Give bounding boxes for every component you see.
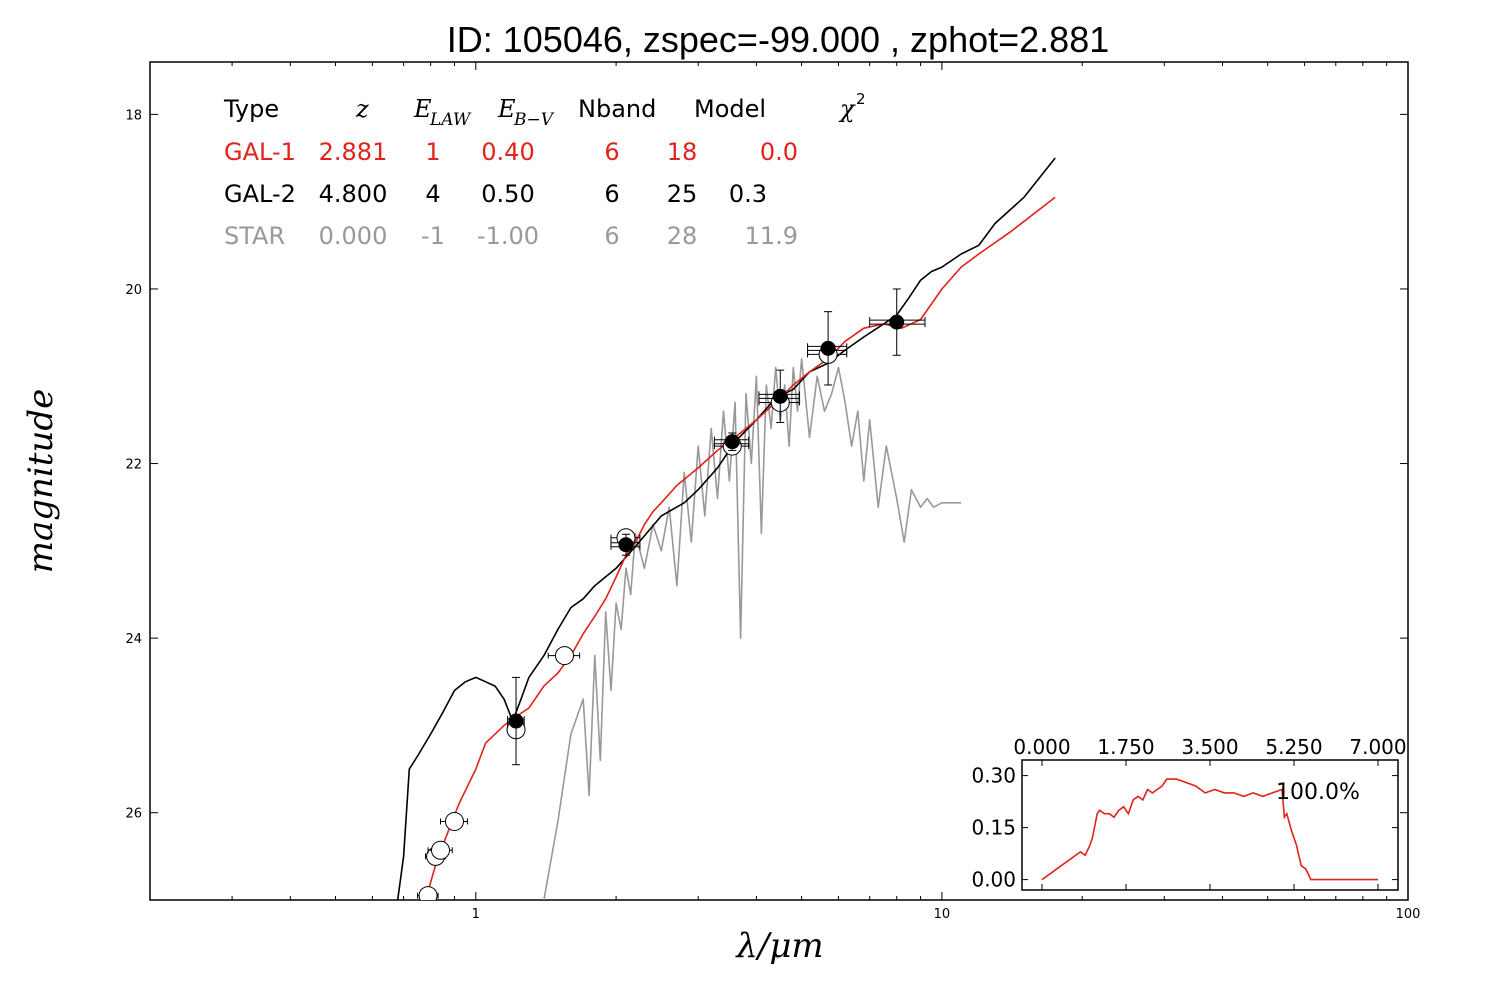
y-axis-label: magnitude — [21, 389, 61, 574]
pdf-line — [1041, 778, 1378, 881]
fit-summary-table: Type z E LAW E B−V Nband Model χ 2 GAL-1… — [223, 90, 866, 250]
observed-photometry-point — [807, 311, 848, 386]
fit-cell-type: GAL-1 — [224, 138, 296, 166]
fit-cell-chi2: 0.0 — [760, 138, 798, 166]
inset-y-tick-label: 0.15 — [971, 816, 1016, 840]
y-tick-label: 26 — [125, 807, 142, 822]
pdf-percentage: 100.0% — [1276, 780, 1360, 805]
fit-cell-z: 4.800 — [319, 180, 388, 208]
observed-photometry-point — [758, 369, 801, 424]
inset-axis-ticks: 0.000 1.750 3.500 5.250 7.000 0.00 0.15 0.30 — [971, 735, 1406, 892]
fit-cell-ebv: 0.50 — [481, 180, 534, 208]
model-photometry-point — [427, 840, 453, 860]
header-elaw-sub: LAW — [429, 110, 472, 130]
fit-cell-chi2: 11.9 — [745, 222, 798, 250]
header-elaw-main: E — [413, 95, 432, 123]
inset-x-tick-label: 5.250 — [1265, 735, 1322, 759]
fit-cell-type: STAR — [224, 222, 285, 250]
fit-rows: GAL-1 2.881 1 0.40 6 18 0.0 GAL-2 4.800 4 0.50 6 25 0… — [224, 138, 798, 250]
observed-photometry-point — [507, 676, 525, 766]
fit-cell-nband: 6 — [604, 138, 619, 166]
observed-photometry-point — [869, 288, 926, 356]
chart-title: ID: 105046, zspec=-99.000 , zphot=2.881 — [447, 19, 1109, 60]
inset-y-tick-label: 0.00 — [971, 868, 1016, 892]
inset-x-tick-label: 0.000 — [1013, 735, 1070, 759]
x-tick-label: 1 — [472, 907, 480, 922]
star-spectrum-line — [543, 357, 962, 900]
model-photometry-point — [547, 646, 581, 666]
observed-photometry-point — [610, 533, 641, 556]
fit-cell-z: 0.000 — [319, 222, 388, 250]
inset-x-tick-label: 7.000 — [1349, 735, 1406, 759]
header-chi2-sup: 2 — [856, 90, 866, 108]
fit-cell-elaw: 4 — [425, 180, 440, 208]
fit-cell-z: 2.881 — [319, 138, 388, 166]
observed-photometry-point — [713, 432, 750, 451]
header-model: Model — [694, 95, 766, 123]
header-nband: Nband — [578, 95, 656, 123]
fit-cell-ebv: -1.00 — [477, 222, 539, 250]
gal1-spectrum-line — [424, 196, 1056, 900]
y-tick-label: 22 — [125, 458, 142, 473]
model-photometry-point — [439, 811, 469, 831]
inset-x-tick-label: 3.500 — [1181, 735, 1238, 759]
fit-row-gal-2: GAL-2 4.800 4 0.50 6 25 0.3 — [224, 180, 767, 208]
header-type: Type — [223, 95, 279, 123]
fit-cell-model: 18 — [667, 138, 698, 166]
redshift-pdf-inset: 0.000 1.750 3.500 5.250 7.000 0.00 0.15 0.30 10… — [971, 735, 1406, 892]
fit-row-gal-1: GAL-1 2.881 1 0.40 6 18 0.0 — [224, 138, 798, 166]
fit-cell-ebv: 0.40 — [481, 138, 534, 166]
photometry-points — [417, 288, 926, 900]
model-spectra — [396, 157, 1056, 900]
header-z: z — [355, 95, 369, 123]
x-tick-label: 10 — [934, 907, 951, 922]
x-tick-label: 100 — [1396, 907, 1421, 922]
fit-cell-model: 28 — [667, 222, 698, 250]
fit-cell-chi2: 0.3 — [729, 180, 767, 208]
gal2-spectrum-line — [396, 157, 1056, 900]
header-chi2-main: χ — [838, 95, 856, 123]
fit-row-star: STAR 0.000 -1 -1.00 6 28 11.9 — [224, 222, 798, 250]
fit-cell-nband: 6 — [604, 222, 619, 250]
model-photometry-point — [417, 886, 439, 900]
inset-y-tick-label: 0.30 — [971, 764, 1016, 788]
fit-cell-model: 25 — [667, 180, 698, 208]
header-ebv-sub: B−V — [513, 110, 555, 130]
header-chi2: χ 2 — [838, 90, 866, 123]
fit-cell-nband: 6 — [604, 180, 619, 208]
header-elaw: E LAW — [413, 95, 472, 130]
inset-x-tick-label: 1.750 — [1097, 735, 1154, 759]
header-ebv: E B−V — [497, 95, 555, 130]
y-tick-label: 24 — [125, 632, 142, 647]
fit-cell-type: GAL-2 — [224, 180, 296, 208]
header-ebv-main: E — [497, 95, 516, 123]
fit-cell-elaw: 1 — [425, 138, 440, 166]
inset-frame — [1021, 759, 1399, 891]
main-plot-frame — [149, 61, 1409, 901]
redshift-pdf-curve — [1041, 778, 1378, 881]
y-tick-label: 18 — [125, 108, 142, 123]
x-axis-label: λ/μm — [734, 926, 823, 966]
fit-cell-elaw: -1 — [421, 222, 445, 250]
y-tick-label: 20 — [125, 283, 142, 298]
